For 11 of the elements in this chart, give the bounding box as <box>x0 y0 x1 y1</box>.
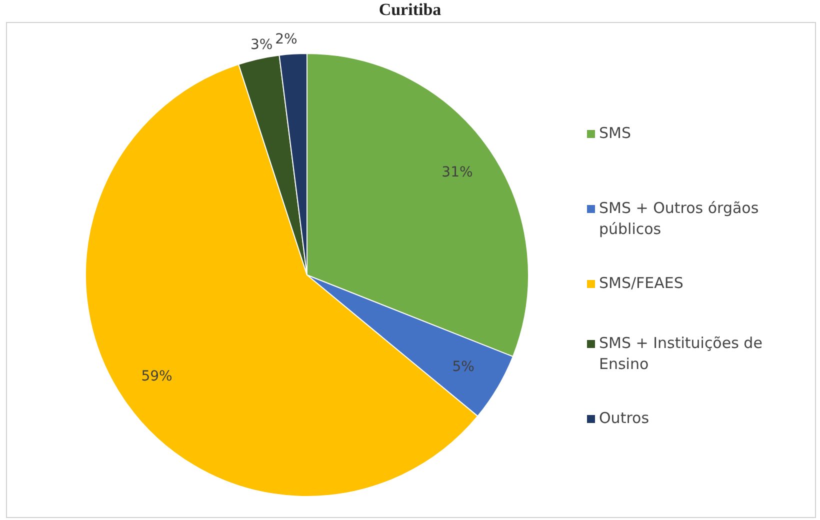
legend-label: SMS/FEAES <box>599 273 684 294</box>
legend-label: SMS <box>599 123 631 144</box>
chart-title: Curitiba <box>378 0 442 20</box>
data-label: 59% <box>141 368 172 385</box>
data-label: 31% <box>442 164 473 181</box>
legend-label: Outros <box>599 408 650 429</box>
legend-label: SMS + Outros órgãos públicos <box>599 198 760 240</box>
legend-label: SMS + Instituições de Ensino <box>599 333 764 375</box>
data-label: 3% <box>250 36 273 53</box>
data-label: 2% <box>275 32 298 48</box>
data-label: 5% <box>452 359 474 376</box>
